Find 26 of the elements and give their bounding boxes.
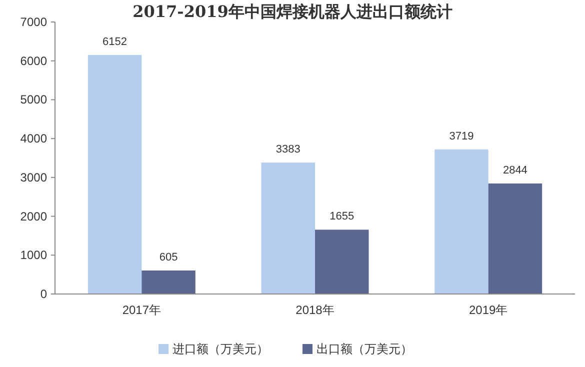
bar	[261, 162, 315, 294]
y-tick-label: 0	[40, 287, 48, 301]
legend-label: 出口额（万美元）	[316, 342, 412, 356]
data-label: 2844	[502, 164, 528, 176]
y-tick-label: 6000	[20, 54, 48, 68]
bar	[488, 183, 542, 294]
bar	[434, 149, 488, 294]
bar	[88, 54, 142, 294]
y-tick-label: 4000	[20, 132, 48, 146]
y-tick-label: 1000	[20, 248, 48, 262]
x-tick-label: 2017年	[122, 303, 162, 317]
x-tick-label: 2019年	[468, 303, 508, 317]
data-label: 3719	[449, 130, 474, 142]
bar	[142, 270, 196, 294]
y-tick-label: 3000	[20, 170, 48, 184]
legend-label: 进口额（万美元）	[172, 342, 268, 356]
data-label: 605	[159, 251, 178, 264]
y-tick-label: 5000	[20, 92, 48, 107]
bar	[315, 230, 369, 294]
data-label: 3383	[276, 144, 300, 156]
y-tick-label: 7000	[20, 15, 48, 29]
chart-title: 2017-2019年中国焊接机器人进出口额统计	[132, 2, 452, 21]
x-tick-label: 2018年	[296, 303, 334, 317]
y-tick-label: 2000	[20, 209, 48, 224]
data-label: 6152	[102, 36, 128, 48]
data-label: 1655	[330, 210, 354, 223]
